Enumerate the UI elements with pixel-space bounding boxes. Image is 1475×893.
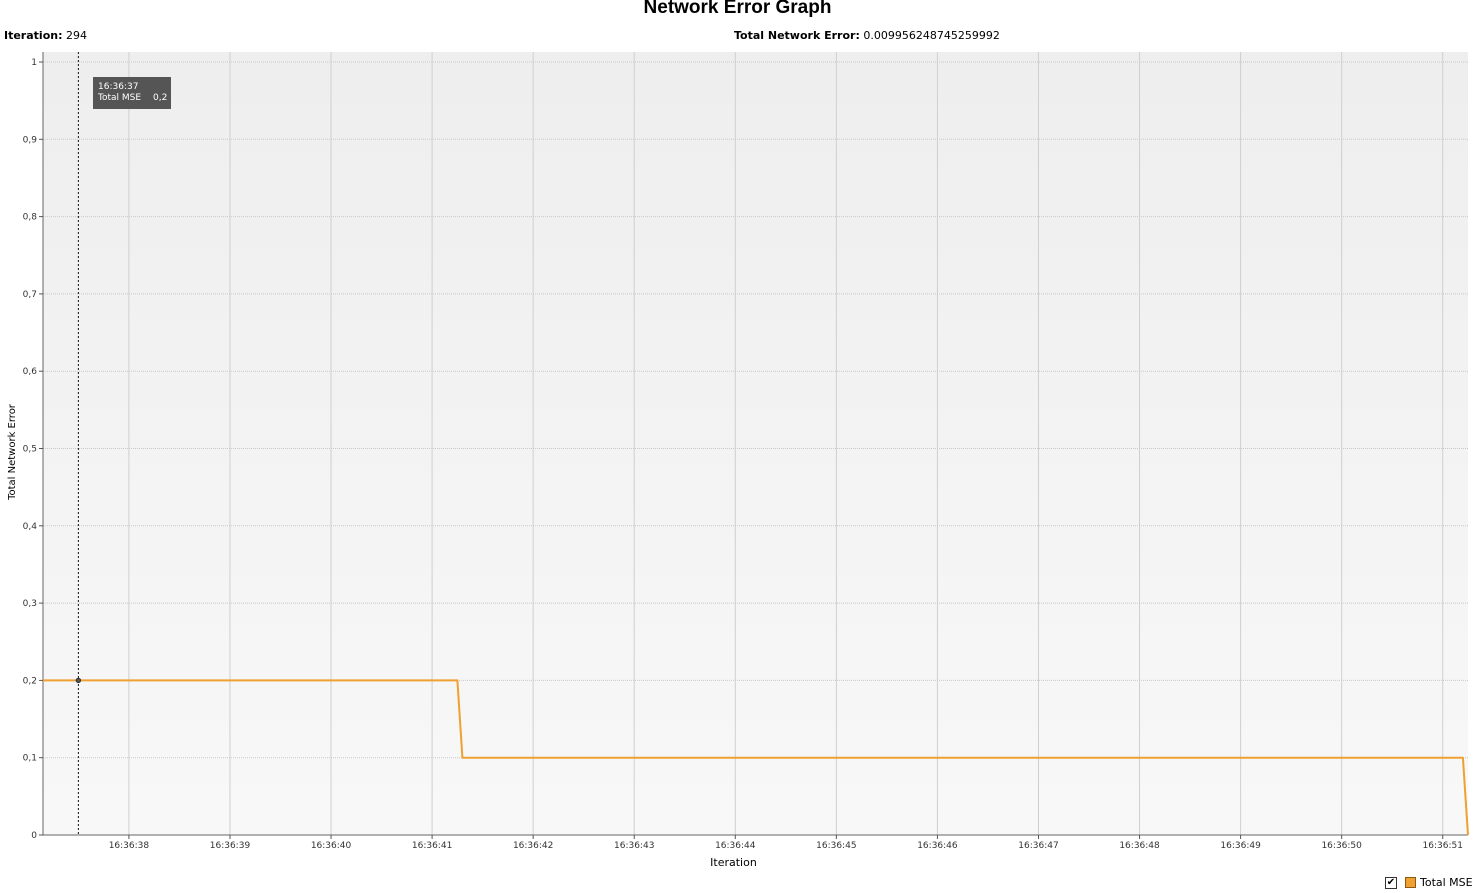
x-tick-label: 16:36:46 (917, 841, 958, 851)
x-tick-label: 16:36:44 (715, 841, 756, 851)
y-tick-label: 0 (31, 831, 37, 841)
network-error-label: Total Network Error: (734, 29, 860, 42)
y-tick-label: 0,3 (23, 599, 37, 609)
y-tick-label: 0,5 (23, 445, 37, 455)
y-tick-label: 0,6 (23, 367, 38, 377)
x-tick-label: 16:36:42 (513, 841, 553, 851)
data-tooltip: 16:36:37 Total MSE 0,2 (93, 77, 171, 109)
tooltip-value: 0,2 (153, 93, 168, 103)
x-axis-label: Iteration (710, 856, 757, 869)
y-tick-label: 0,4 (23, 522, 38, 532)
series-line-total-mse[interactable] (43, 679, 1469, 836)
y-tick-label: 0,2 (23, 676, 37, 686)
x-tick-label: 16:36:39 (210, 841, 251, 851)
legend-swatch-total-mse (1405, 877, 1416, 888)
x-tick-label: 16:36:43 (614, 841, 654, 851)
chart-title: Network Error Graph (643, 0, 832, 18)
x-tick-label: 16:36:40 (311, 841, 352, 851)
y-tick-label: 0,7 (23, 290, 37, 300)
network-error-value: 0.009956248745259992 (863, 29, 1000, 42)
y-tick-label: 0,1 (23, 754, 37, 764)
x-tick-label: 16:36:45 (816, 841, 856, 851)
x-tick-label: 16:36:47 (1018, 841, 1058, 851)
iteration-stat: Iteration: 294 (4, 29, 87, 42)
tooltip-series-label: Total MSE (98, 93, 142, 103)
legend: ✔ Total MSE (1385, 876, 1473, 889)
legend-checkbox[interactable]: ✔ (1385, 876, 1397, 889)
x-tick-label: 16:36:50 (1321, 841, 1362, 851)
iteration-value: 294 (65, 29, 87, 42)
plot-area[interactable] (43, 52, 1468, 835)
iteration-label: Iteration: (4, 29, 63, 42)
x-tick-label: 16:36:38 (109, 841, 150, 851)
x-tick-label: 16:36:48 (1119, 841, 1160, 851)
x-tick-label: 16:36:51 (1423, 841, 1463, 851)
tooltip-time: 16:36:37 (98, 82, 139, 92)
x-tick-label: 16:36:41 (412, 841, 452, 851)
y-tick-label: 1 (31, 58, 37, 68)
network-error-stat: Total Network Error: 0.00995624874525999… (734, 29, 1000, 42)
legend-label: Total MSE (1420, 876, 1473, 889)
y-tick-label: 0,9 (23, 135, 38, 145)
x-tick-label: 16:36:49 (1220, 841, 1261, 851)
y-axis-label: Total Network Error (7, 403, 18, 501)
y-tick-label: 0,8 (23, 213, 38, 223)
hover-point (75, 677, 82, 684)
